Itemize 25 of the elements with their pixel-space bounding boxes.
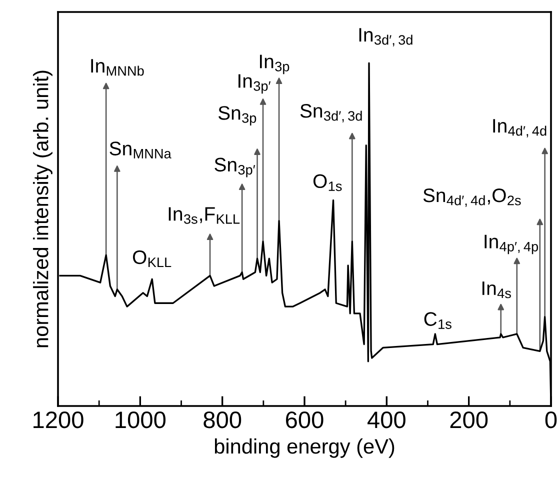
x-tick-label: 200 [450, 411, 488, 428]
annotation: Sn$_{3p′}$ [214, 158, 256, 178]
x-tick-label: 1000 [116, 411, 166, 428]
annotation: O$_{KLL}$ [132, 250, 172, 268]
annotation: O$_{1s}$ [313, 174, 342, 192]
x-tick-label: 400 [368, 411, 406, 428]
annotation: In$_{MNNb}$ [91, 59, 144, 76]
annotation: Sn$_{3d′,3d}$ [300, 104, 362, 122]
annotation: Sn$_{MNNa}$ [110, 142, 172, 158]
annotation: C$_{1s}$ [424, 312, 452, 329]
annotation: In$_{4p′,4p}$ [484, 234, 538, 254]
y-axis-title: normalized intensity (arb. unit) [33, 70, 52, 348]
x-axis-title: binding energy (eV) [214, 438, 394, 458]
annotation: In$_{3p}$ [260, 54, 290, 74]
annotation: In$_{3d′,3d}$ [359, 28, 412, 46]
annotation: In$_{3s}$,F$_{KLL}$ [168, 207, 240, 224]
annotation: In$_{4s}$ [482, 282, 511, 298]
x-tick-label: 1200 [34, 411, 84, 428]
annotation: In$_{3p′}$ [238, 74, 271, 94]
x-tick-label: 0 [545, 411, 557, 428]
annotation: In$_{4d′,4d}$ [493, 119, 546, 138]
x-tick-label: 800 [204, 411, 242, 428]
annotation: Sn$_{4d′,4d}$,O$_{2s}$ [423, 188, 521, 207]
x-tick-label: 600 [286, 411, 324, 428]
annotation: Sn$_{3p}$ [218, 106, 256, 126]
